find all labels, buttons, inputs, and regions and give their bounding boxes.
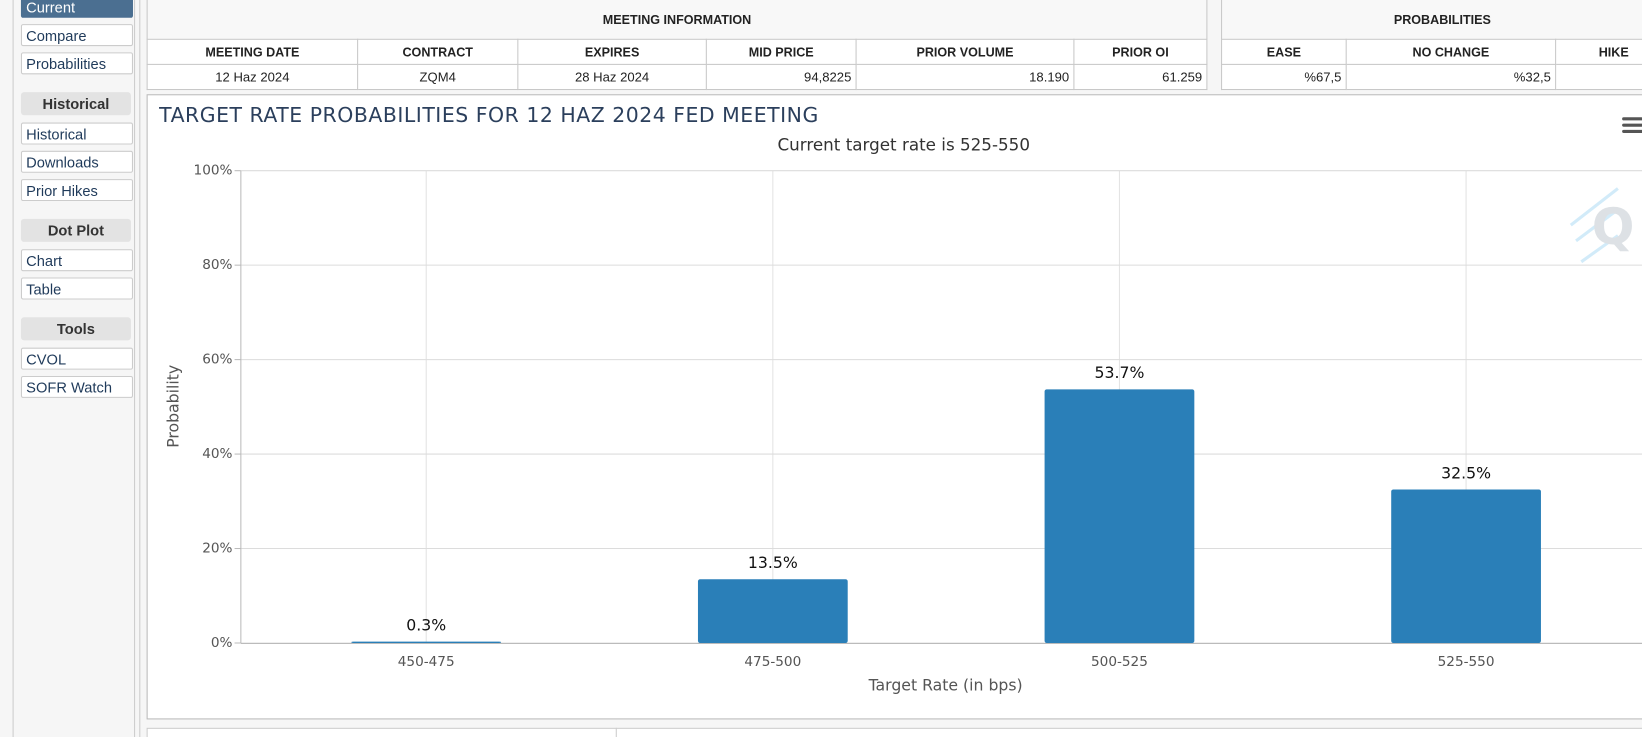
data-label: 53.7% (1095, 363, 1145, 382)
svg-text:Q: Q (1592, 197, 1635, 256)
y-axis-title: Probability (163, 365, 182, 448)
table-cell: %32,5 (1345, 63, 1557, 91)
sidebar-heading: Tools (20, 317, 131, 341)
column-header: EXPIRES (517, 38, 707, 65)
probabilities-table: PROBABILITIES EASE NO CHANGE HIKE %67,5 %32,… (1221, 0, 1642, 91)
y-tick-label: 100% (194, 163, 233, 179)
column-header: CONTRACT (357, 38, 519, 65)
sidebar-divider (134, 0, 141, 737)
table-cell: %67,5 (1221, 63, 1347, 91)
bar (1391, 489, 1541, 643)
column-header: PRIOR VOLUME (855, 38, 1075, 65)
y-tick-label: 60% (202, 352, 232, 368)
sidebar-heading: Dot Plot (20, 218, 131, 242)
table-cell: ZQM4 (357, 63, 519, 91)
table-cell: 28 Haz 2024 (517, 63, 707, 91)
table-cell: 94,8225 (705, 63, 857, 91)
x-tick-label: 450-475 (398, 654, 455, 670)
bar (1044, 389, 1195, 643)
column-header: NO CHANGE (1345, 38, 1557, 65)
column-header: PRIOR OI (1073, 38, 1208, 65)
sidebar-edge (12, 0, 14, 737)
sidebar-link[interactable]: CVOL (20, 347, 133, 370)
column-header: MEETING DATE (146, 38, 359, 65)
chart-title: TARGET RATE PROBABILITIES FOR 12 HAZ 202… (158, 103, 819, 127)
x-tick-label: 500-525 (1091, 654, 1148, 670)
sidebar-link[interactable]: Compare (20, 24, 133, 47)
data-label: 32.5% (1441, 463, 1491, 482)
lower-panel (146, 727, 1642, 737)
x-axis-title: Target Rate (in bps) (868, 675, 1023, 694)
table-cell: %0 (1555, 63, 1642, 91)
watermark: Q (1569, 187, 1635, 264)
sidebar-heading: Historical (20, 92, 131, 116)
sidebar-link[interactable]: Chart (20, 249, 133, 272)
sidebar-link[interactable]: SOFR Watch (20, 375, 133, 398)
sidebar-link[interactable]: Historical (20, 122, 133, 145)
sidebar-link[interactable]: Current (20, 0, 133, 18)
column-header: MID PRICE (705, 38, 857, 65)
x-tick-label: 475-500 (744, 654, 801, 670)
table-cell: 61.259 (1073, 63, 1208, 91)
sidebar-link[interactable]: Prior Hikes (20, 179, 133, 202)
sidebar-link[interactable]: Table (20, 277, 133, 300)
y-tick-label: 40% (202, 446, 232, 462)
meeting-table: MEETING INFORMATION MEETING DATE CONTRACT… (146, 0, 1208, 91)
x-tick-label: 525-550 (1438, 654, 1495, 670)
y-tick-label: 80% (202, 257, 232, 273)
table-cell: 12 Haz 2024 (146, 63, 359, 91)
table-cell: 18.190 (855, 63, 1075, 91)
column-header: HIKE (1555, 38, 1642, 65)
data-label: 0.3% (406, 615, 446, 634)
sidebar-link[interactable]: Downloads (20, 150, 133, 173)
sidebar-link[interactable]: Probabilities (20, 52, 133, 75)
menu-icon[interactable] (1622, 117, 1642, 133)
bar (697, 579, 848, 643)
chart-subtitle: Current target rate is 525-550 (777, 135, 1030, 155)
lower-divider (615, 727, 617, 737)
bar (351, 641, 502, 643)
y-tick-label: 0% (211, 635, 233, 651)
data-label: 13.5% (748, 553, 798, 572)
y-tick-label: 20% (202, 541, 232, 557)
column-header: EASE (1221, 38, 1347, 65)
